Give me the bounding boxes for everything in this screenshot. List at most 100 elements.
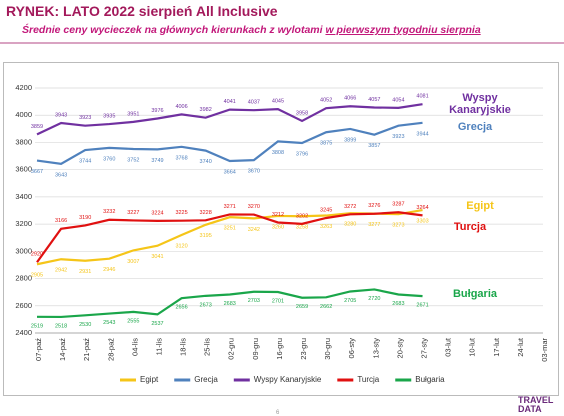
series-label: Grecja	[457, 121, 493, 133]
x-tick-label: 09-gru	[251, 338, 260, 360]
data-label: 3224	[151, 210, 163, 216]
data-label: 3859	[31, 124, 43, 130]
data-label: 3899	[344, 137, 356, 143]
data-label: 3752	[127, 157, 139, 163]
data-label: 3120	[175, 243, 187, 249]
data-label: 3943	[55, 112, 67, 118]
data-label: 2662	[320, 304, 332, 310]
y-tick-label: 3000	[15, 246, 32, 255]
data-label: 3768	[175, 155, 187, 161]
data-label: 3857	[368, 143, 380, 149]
data-label: 2931	[79, 269, 91, 275]
data-label: 4054	[392, 97, 404, 103]
data-label: 3242	[248, 227, 260, 233]
chart-frame	[3, 62, 559, 396]
data-label: 3264	[416, 205, 428, 211]
data-label: 3944	[416, 131, 428, 137]
data-label: 3263	[320, 224, 332, 230]
data-label: 2703	[248, 298, 260, 304]
data-label: 3245	[320, 207, 332, 213]
data-label: 3195	[200, 233, 212, 239]
data-label: 2555	[127, 318, 139, 324]
x-tick-label: 14-paź	[58, 338, 67, 361]
series-line	[36, 209, 423, 266]
data-label: 3670	[248, 169, 260, 175]
data-label: 3271	[224, 204, 236, 210]
data-label: 2537	[151, 321, 163, 327]
data-label: 2905	[31, 273, 43, 279]
data-label: 3277	[368, 222, 380, 228]
subtitle-emphasis: w pierwszym tygodniu sierpnia	[325, 24, 481, 36]
series-line	[36, 103, 423, 136]
x-tick-label: 24-lut	[516, 337, 525, 357]
series-line	[36, 121, 423, 165]
title: RYNEK: LATO 2022 sierpień All Inclusive	[6, 3, 278, 19]
data-label: 3923	[392, 134, 404, 140]
legend-label: Wyspy Kanaryjskie	[254, 375, 322, 384]
data-label: 4037	[248, 100, 260, 106]
data-label: 3273	[392, 223, 404, 229]
legend-label: Bułgaria	[415, 375, 445, 384]
header-rule	[0, 42, 564, 44]
series-label: Turcja	[453, 221, 487, 233]
data-label: 2543	[103, 320, 115, 326]
data-label: 2920	[31, 252, 43, 258]
data-label: 3166	[55, 218, 67, 224]
x-tick-label: 18-lis	[179, 338, 188, 356]
subtitle-text: Średnie ceny wycieczek na głównych kieru…	[22, 24, 323, 36]
data-label: 4041	[224, 99, 236, 105]
data-label: 2946	[103, 267, 115, 273]
y-tick-label: 4000	[15, 110, 32, 119]
x-tick-label: 13-sty	[371, 338, 380, 359]
x-tick-label: 20-sty	[395, 338, 404, 359]
data-label: 2942	[55, 268, 67, 274]
data-label: 3303	[416, 219, 428, 225]
data-label: 2519	[31, 323, 43, 329]
x-tick-label: 23-gru	[299, 338, 308, 360]
x-tick-label: 11-lis	[154, 338, 163, 356]
data-label: 3976	[151, 108, 163, 114]
series-label: Wyspy Kanaryjskie	[449, 92, 511, 116]
data-label: 4066	[344, 96, 356, 102]
data-label: 3740	[200, 159, 212, 165]
data-label: 3258	[296, 225, 308, 231]
data-label: 3276	[368, 203, 380, 209]
legend-label: Grecja	[194, 375, 218, 384]
x-tick-label: 25-lis	[203, 338, 212, 356]
y-tick-label: 3400	[15, 192, 32, 201]
y-tick-label: 3600	[15, 165, 32, 174]
x-tick-label: 06-sty	[347, 338, 356, 359]
x-tick-label: 30-gru	[323, 338, 332, 360]
x-tick-label: 03-lut	[444, 337, 453, 357]
data-label: 2671	[416, 303, 428, 309]
x-tick-label: 02-gru	[227, 338, 236, 360]
data-label: 4006	[175, 104, 187, 110]
data-label: 3796	[296, 151, 308, 157]
data-label: 3982	[200, 107, 212, 113]
x-tick-label: 17-lut	[492, 337, 501, 357]
data-label: 2656	[175, 305, 187, 311]
data-label: 3272	[344, 204, 356, 210]
x-tick-label: 07-paź	[34, 338, 43, 361]
data-label: 3667	[31, 169, 43, 175]
data-label: 2530	[79, 322, 91, 328]
data-label: 3270	[248, 204, 260, 210]
data-label: 3041	[151, 254, 163, 260]
y-tick-label: 3800	[15, 137, 32, 146]
logo: TRAVEL DATA	[518, 395, 554, 414]
data-label: 3190	[79, 215, 91, 221]
x-tick-label: 10-lut	[468, 337, 477, 357]
x-tick-label: 21-paź	[82, 338, 91, 361]
data-label: 4052	[320, 98, 332, 104]
x-tick-label: 04-lis	[130, 338, 139, 356]
y-tick-label: 2400	[15, 328, 32, 337]
data-label: 2720	[368, 296, 380, 302]
data-label: 3749	[151, 158, 163, 164]
data-label: 3227	[127, 210, 139, 216]
x-tick-label: 03-mar	[540, 338, 549, 362]
data-label: 3251	[224, 226, 236, 232]
x-tick-label: 28-paź	[106, 338, 115, 361]
legend-label: Turcja	[357, 375, 379, 384]
